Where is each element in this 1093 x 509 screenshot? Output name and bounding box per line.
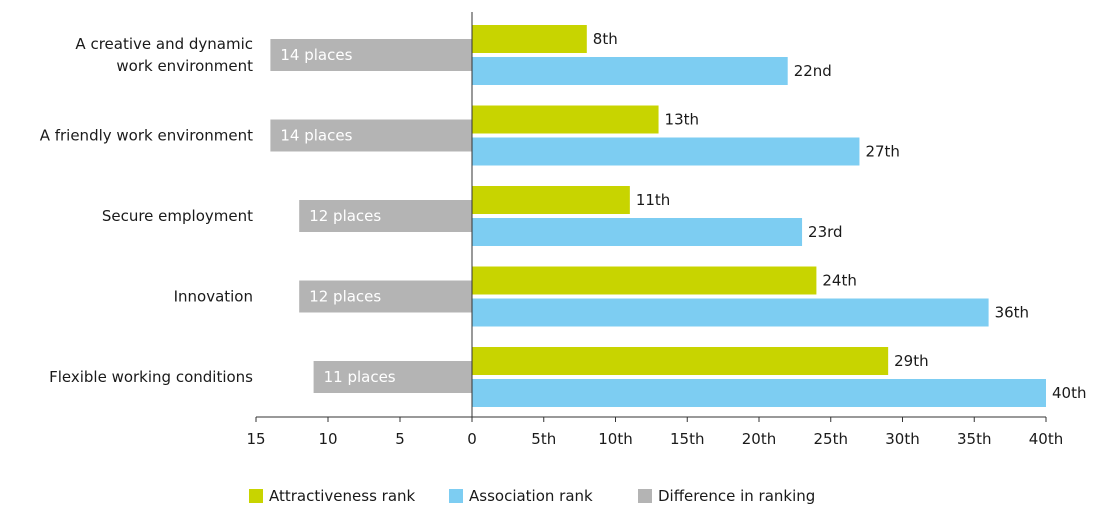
attractiveness-bar bbox=[472, 186, 630, 214]
x-tick-label: 30th bbox=[885, 430, 919, 448]
association-bar bbox=[472, 218, 803, 246]
attractiveness-bar bbox=[472, 266, 817, 295]
difference-label: 12 places bbox=[309, 288, 381, 306]
association-bar bbox=[472, 137, 860, 166]
legend-swatch bbox=[449, 489, 463, 503]
category-label: A creative and dynamic bbox=[75, 35, 253, 53]
difference-bar bbox=[313, 361, 472, 393]
legend-label: Attractiveness rank bbox=[269, 487, 416, 505]
attractiveness-bar bbox=[472, 25, 587, 53]
association-bar bbox=[472, 57, 788, 85]
legend-swatch bbox=[249, 489, 263, 503]
axes-layer bbox=[255, 12, 1047, 422]
attractiveness-bar bbox=[472, 347, 889, 375]
x-tick-label: 15th bbox=[670, 430, 704, 448]
difference-bar bbox=[299, 280, 472, 313]
bars-layer bbox=[270, 25, 1046, 407]
association-bar bbox=[472, 298, 989, 327]
association-label: 36th bbox=[995, 304, 1029, 322]
difference-label: 14 places bbox=[280, 127, 352, 145]
attractiveness-bar bbox=[472, 105, 659, 134]
category-label: Secure employment bbox=[102, 207, 253, 225]
x-tick-label: 20th bbox=[742, 430, 776, 448]
association-label: 22nd bbox=[794, 62, 832, 80]
association-bar bbox=[472, 379, 1046, 407]
attractiveness-label: 8th bbox=[593, 30, 618, 48]
x-tick-label: 15 bbox=[246, 430, 265, 448]
x-tick-label: 10 bbox=[318, 430, 337, 448]
difference-bar bbox=[270, 39, 472, 71]
attractiveness-label: 24th bbox=[822, 272, 856, 290]
association-label: 40th bbox=[1052, 384, 1086, 402]
category-label: Flexible working conditions bbox=[49, 368, 253, 386]
x-tick-label: 5th bbox=[531, 430, 556, 448]
labels-layer: 8th 22nd 14 places A creative and dynamic wo… bbox=[40, 30, 1087, 448]
difference-label: 14 places bbox=[280, 46, 352, 64]
category-label: Innovation bbox=[174, 288, 253, 306]
difference-label: 12 places bbox=[309, 207, 381, 225]
attractiveness-label: 29th bbox=[894, 352, 928, 370]
x-tick-label: 5 bbox=[395, 430, 405, 448]
x-tick-label: 35th bbox=[957, 430, 991, 448]
x-tick-label: 10th bbox=[598, 430, 632, 448]
attractiveness-label: 13th bbox=[665, 111, 699, 129]
association-label: 27th bbox=[865, 143, 899, 161]
association-label: 23rd bbox=[808, 223, 843, 241]
difference-label: 11 places bbox=[324, 368, 396, 386]
difference-bar bbox=[270, 119, 472, 152]
legend-label: Association rank bbox=[469, 487, 593, 505]
chart-legend: Attractiveness rank Association rank Diffe… bbox=[249, 487, 815, 505]
category-label: A friendly work environment bbox=[40, 127, 253, 145]
difference-bar bbox=[299, 200, 472, 232]
category-label: work environment bbox=[116, 57, 253, 75]
legend-swatch bbox=[638, 489, 652, 503]
x-tick-label: 25th bbox=[814, 430, 848, 448]
attractiveness-label: 11th bbox=[636, 191, 670, 209]
x-tick-label: 0 bbox=[467, 430, 477, 448]
legend-label: Difference in ranking bbox=[658, 487, 815, 505]
x-tick-label: 40th bbox=[1029, 430, 1063, 448]
